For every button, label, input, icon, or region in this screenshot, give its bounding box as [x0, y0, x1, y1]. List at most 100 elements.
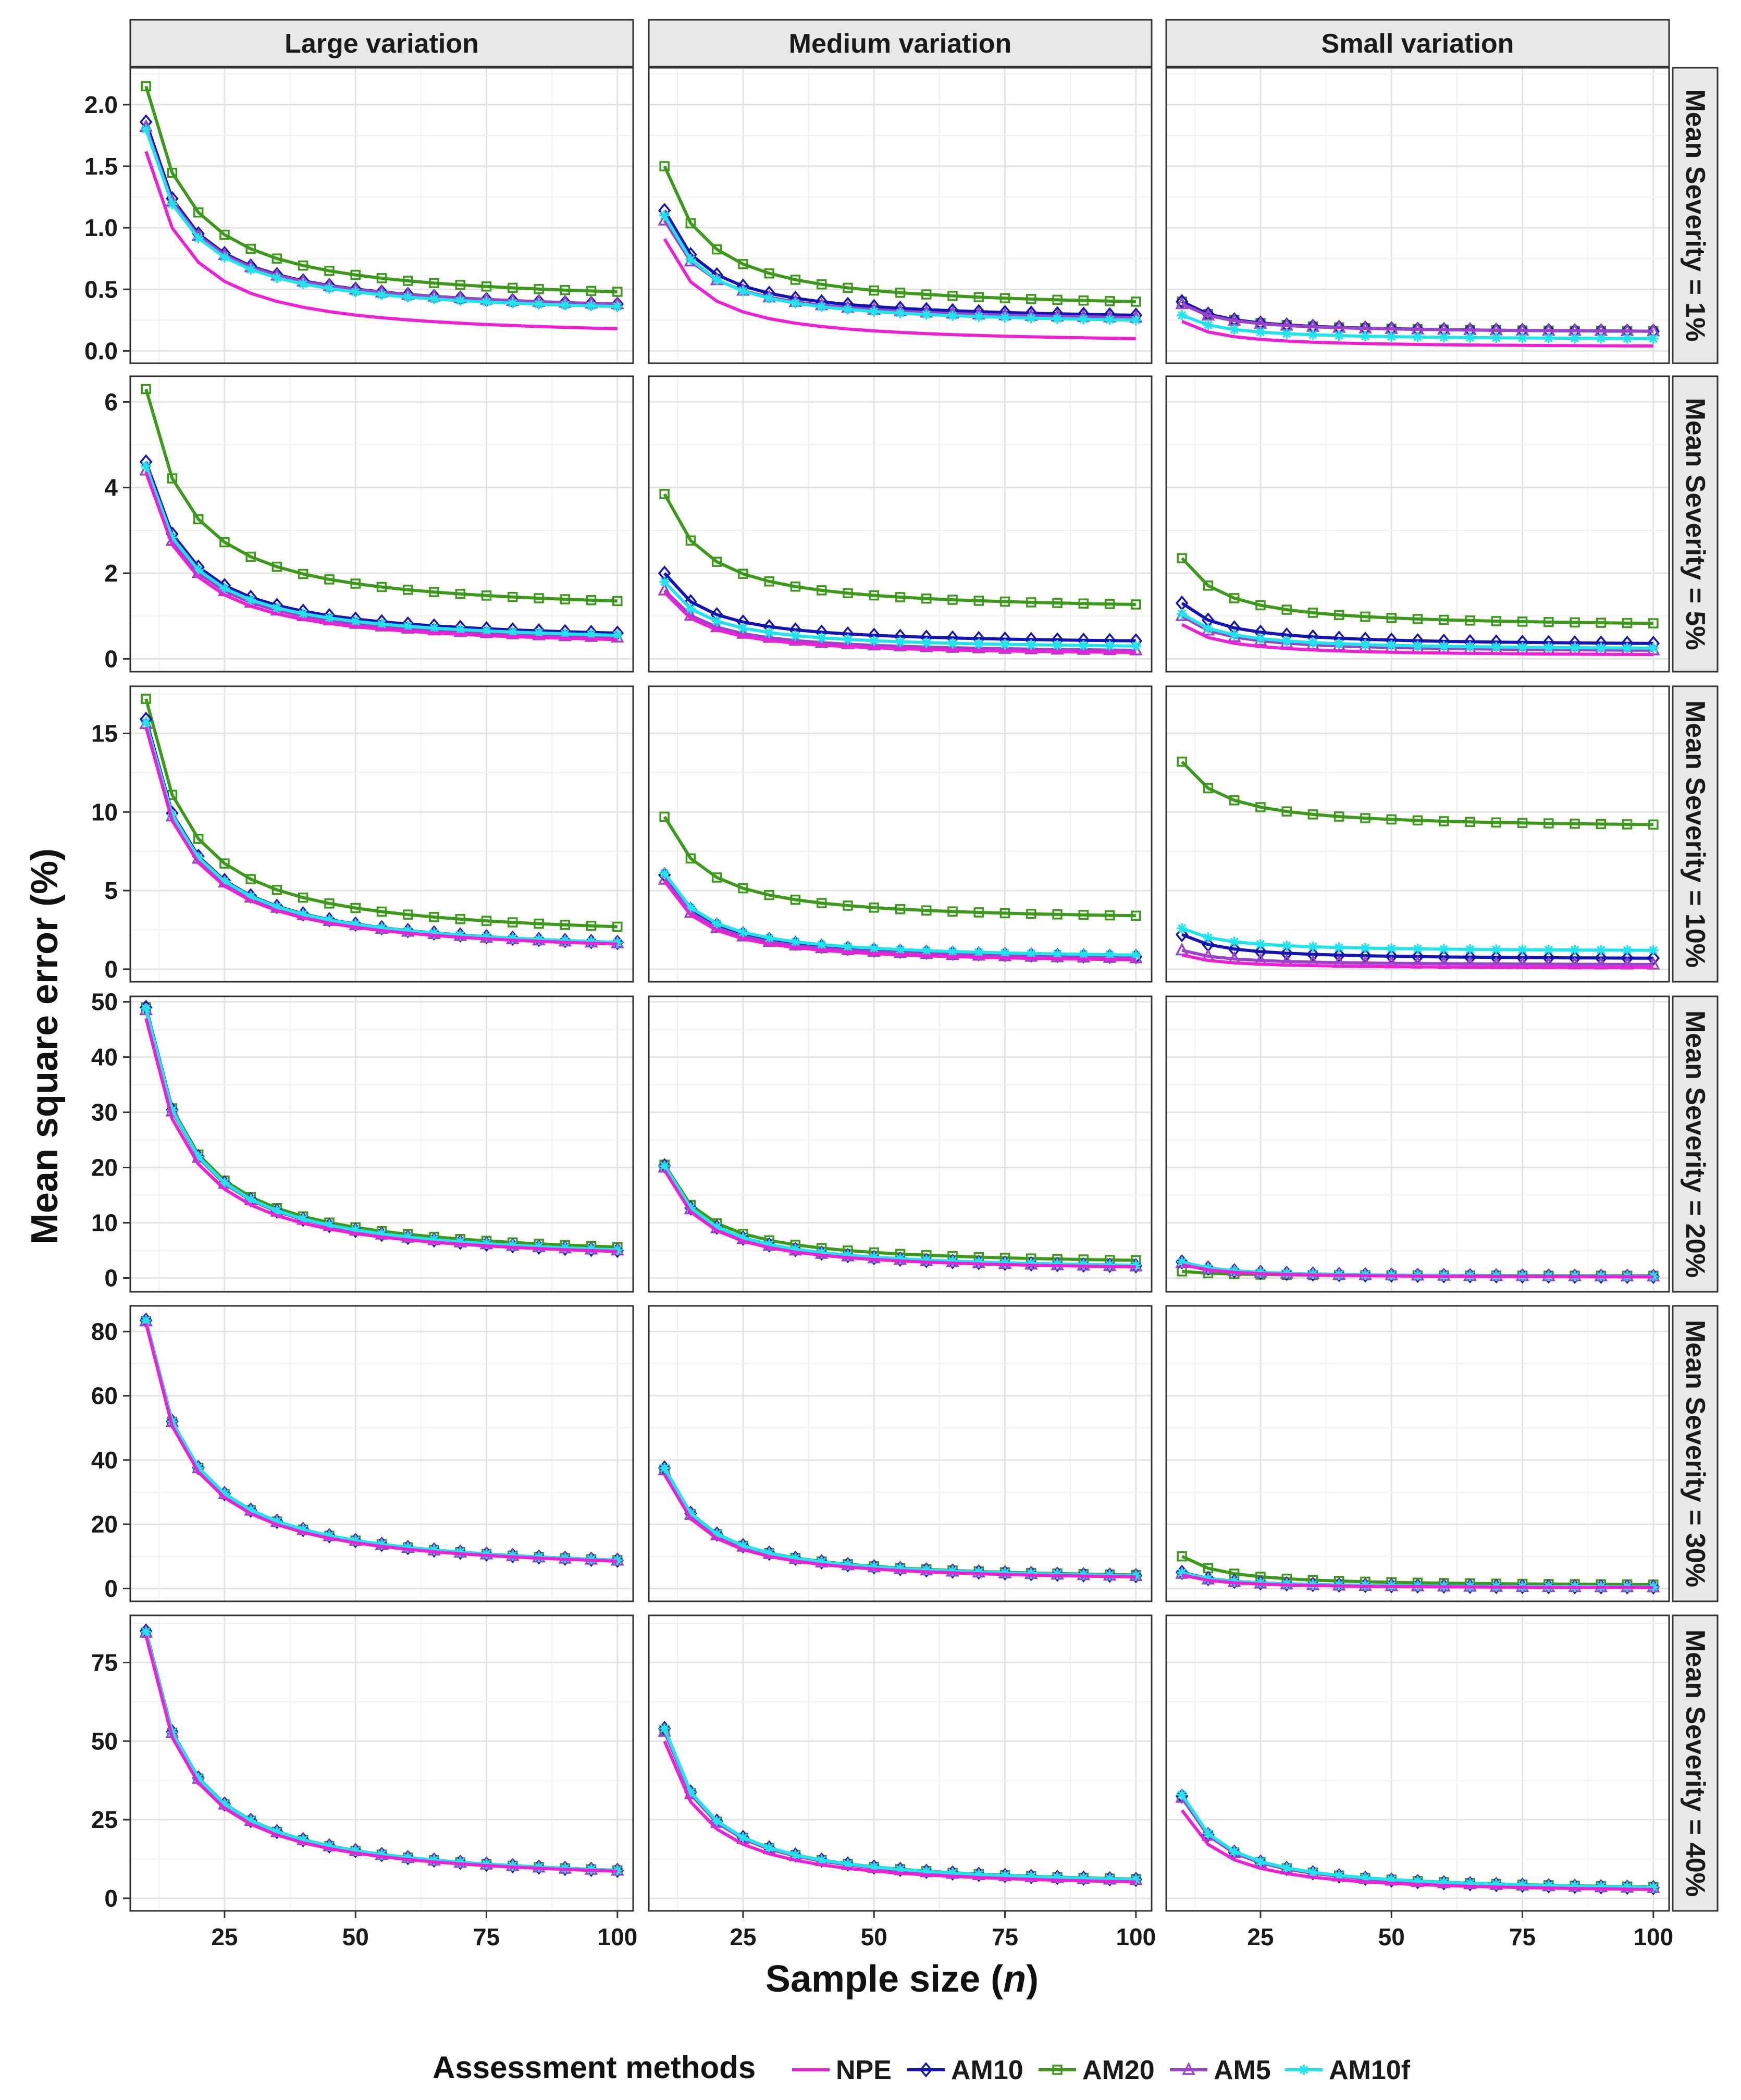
y-tick-label: 75 [91, 1649, 118, 1676]
data-point [685, 1787, 696, 1798]
series-am10f [141, 461, 623, 641]
data-point [790, 1553, 801, 1564]
data-point [1386, 1874, 1397, 1885]
series-line [663, 880, 1136, 961]
data-point [193, 1151, 204, 1162]
data-point [1078, 598, 1089, 609]
row-strip-mean-severity-1: Mean Severity = 1% [1672, 67, 1719, 364]
data-point [659, 161, 670, 171]
data-point [1104, 1873, 1115, 1884]
legend-item-am5: AM5 [1170, 2055, 1271, 2085]
data-point [219, 1488, 230, 1499]
data-point [842, 304, 853, 315]
data-point [1281, 806, 1292, 817]
data-point [1131, 599, 1141, 610]
data-point [999, 1567, 1010, 1578]
data-point [1595, 1879, 1608, 1895]
data-point [1568, 1579, 1582, 1595]
legend-item-am10: AM10 [907, 2055, 1023, 2085]
data-point [376, 582, 387, 592]
data-point [1543, 332, 1554, 343]
data-point [1517, 332, 1528, 343]
row-strip-mean-severity-5: Mean Severity = 5% [1672, 375, 1719, 673]
data-point [1544, 818, 1554, 829]
data-point [508, 591, 518, 602]
data-point [245, 1815, 256, 1826]
data-point [350, 616, 361, 627]
data-point [1104, 296, 1115, 306]
data-point [193, 833, 204, 844]
data-point [1596, 1881, 1607, 1892]
data-point [711, 1529, 722, 1540]
panel-background [130, 686, 633, 982]
panel-small-variation-mean-severity-10 [1165, 685, 1670, 983]
data-point [1024, 1566, 1038, 1582]
data-point [1052, 313, 1063, 324]
data-point [429, 912, 439, 922]
data-point [455, 1547, 466, 1558]
gridlines [649, 376, 1152, 672]
data-point [764, 1843, 775, 1854]
data-point [1595, 1579, 1608, 1595]
data-point [1596, 333, 1607, 344]
data-point [921, 289, 932, 300]
data-point [1052, 598, 1063, 608]
data-point [245, 874, 256, 884]
data-point [1622, 1882, 1633, 1893]
data-point [1307, 941, 1318, 952]
data-point [1307, 809, 1318, 820]
panel-large-variation-mean-severity-10 [129, 685, 634, 983]
data-point [790, 298, 801, 308]
data-point [1412, 815, 1423, 826]
data-point [1103, 1567, 1116, 1583]
data-point [612, 596, 623, 607]
data-point [869, 943, 880, 954]
data-point [271, 1205, 282, 1216]
data-point [843, 900, 853, 911]
series-am10f [659, 1723, 1141, 1885]
data-point [1281, 636, 1292, 647]
data-point [1175, 296, 1189, 310]
data-point [1229, 324, 1240, 335]
data-point [298, 608, 308, 619]
panel-medium-variation-mean-severity-10 [648, 685, 1153, 983]
data-point [271, 1826, 282, 1837]
data-point [403, 909, 413, 920]
data-point [920, 1562, 933, 1578]
data-point [219, 252, 230, 263]
data-point [867, 1859, 881, 1875]
y-tick-label: 25 [91, 1806, 118, 1833]
data-point [1570, 1881, 1581, 1892]
data-point [1130, 1260, 1141, 1271]
data-point [1465, 944, 1476, 955]
data-point [764, 932, 775, 943]
series-am20 [141, 384, 623, 607]
data-point [737, 286, 748, 297]
x-axis-title: Sample size (n) [765, 1958, 1039, 2000]
data-point [921, 309, 932, 320]
data-point [1544, 616, 1554, 627]
data-point [455, 624, 466, 635]
data-point [1177, 1567, 1188, 1578]
data-point [920, 1863, 933, 1879]
data-point [1177, 757, 1187, 767]
data-point [841, 636, 855, 649]
series-am10f [141, 124, 623, 312]
data-point [402, 292, 413, 303]
data-point [1024, 1869, 1038, 1884]
data-point [534, 593, 544, 603]
data-point [867, 1559, 881, 1575]
data-point [1491, 817, 1502, 828]
series-line [1180, 1809, 1653, 1891]
data-point [711, 872, 722, 883]
legend-items: NPE AM10 AM20 AM5 AM10f [792, 2055, 1411, 2085]
data-point [1647, 950, 1660, 966]
data-point [1412, 943, 1423, 954]
data-point [1104, 910, 1115, 921]
data-point [816, 898, 827, 908]
data-point [480, 929, 493, 945]
data-point [842, 1559, 853, 1570]
data-point [481, 625, 492, 636]
data-point [1437, 1268, 1451, 1283]
data-point [816, 301, 827, 312]
